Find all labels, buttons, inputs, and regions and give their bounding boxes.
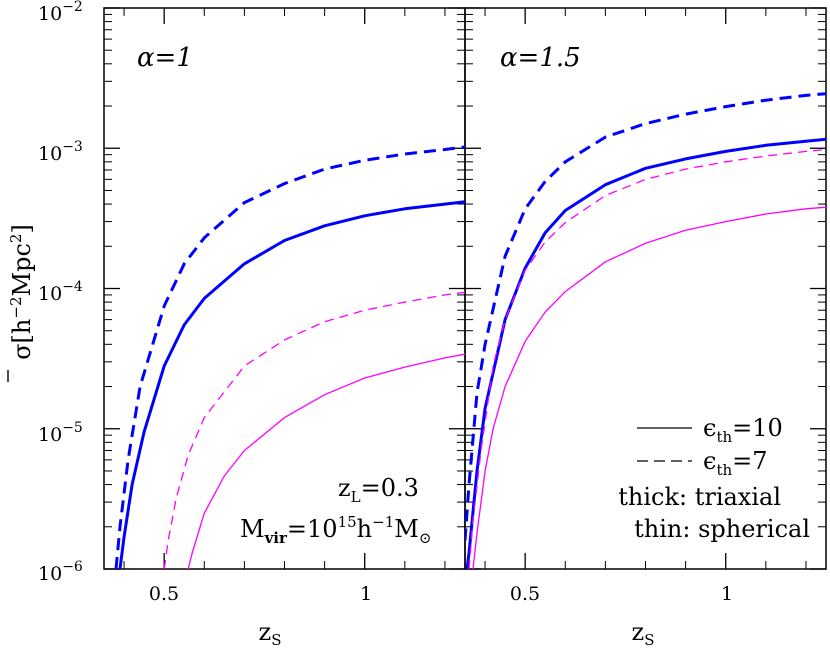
legend-solid-label: ϵth=10 [703,414,783,446]
x-axis-title-right: zS [632,618,655,648]
y-tick-label: 10−5 [38,420,83,446]
annotation-mvir: Mvir=1015h−1M⊙ [240,513,431,547]
series-line-solid-thick [118,200,465,569]
svg-text:σ[h−2Mpc2]: σ[h−2Mpc2] [7,224,36,360]
series-line-dashed-thick [114,145,465,569]
series-line-solid-thick [465,137,826,569]
x-tick-labels: 0.5 1 0.5 1 [149,583,733,605]
curves-panel-left [114,145,465,569]
y-tick-label: 10−6 [38,559,83,585]
legend-thin-label: thin: spherical [634,515,810,543]
legend-dashed-label: ϵth=7 [703,447,768,479]
curves-panel-right [465,92,826,569]
y-axis-title: σ[h−2Mpc2] [7,224,36,382]
series-line-dashed-thin [163,291,465,569]
panel-label-right: α=1.5 [500,43,581,73]
series-line-dashed-thick [465,92,826,541]
series-line-dashed-thin [468,148,826,569]
y-tick-label: 10−2 [38,0,83,25]
x-tick-label: 0.5 [149,583,179,605]
axis-ticks [104,7,826,570]
x-tick-label: 0.5 [510,583,540,605]
panel-label-left: α=1 [137,43,193,73]
y-tick-labels: 10−2 10−3 10−4 10−5 10−6 [38,0,83,585]
x-axis-title-left: zS [259,618,282,648]
series-line-solid-thin [187,353,465,569]
annotation-zl: zL=0.3 [338,474,419,506]
series-line-solid-thin [472,206,826,569]
x-tick-label: 1 [721,583,733,605]
legend-thick-label: thick: triaxial [618,483,781,511]
legend: ϵth=10 ϵth=7 thick: triaxial thin: spher… [618,414,810,543]
y-tick-label: 10−3 [38,139,83,165]
x-tick-label: 1 [360,583,372,605]
y-tick-label: 10−4 [38,279,83,305]
